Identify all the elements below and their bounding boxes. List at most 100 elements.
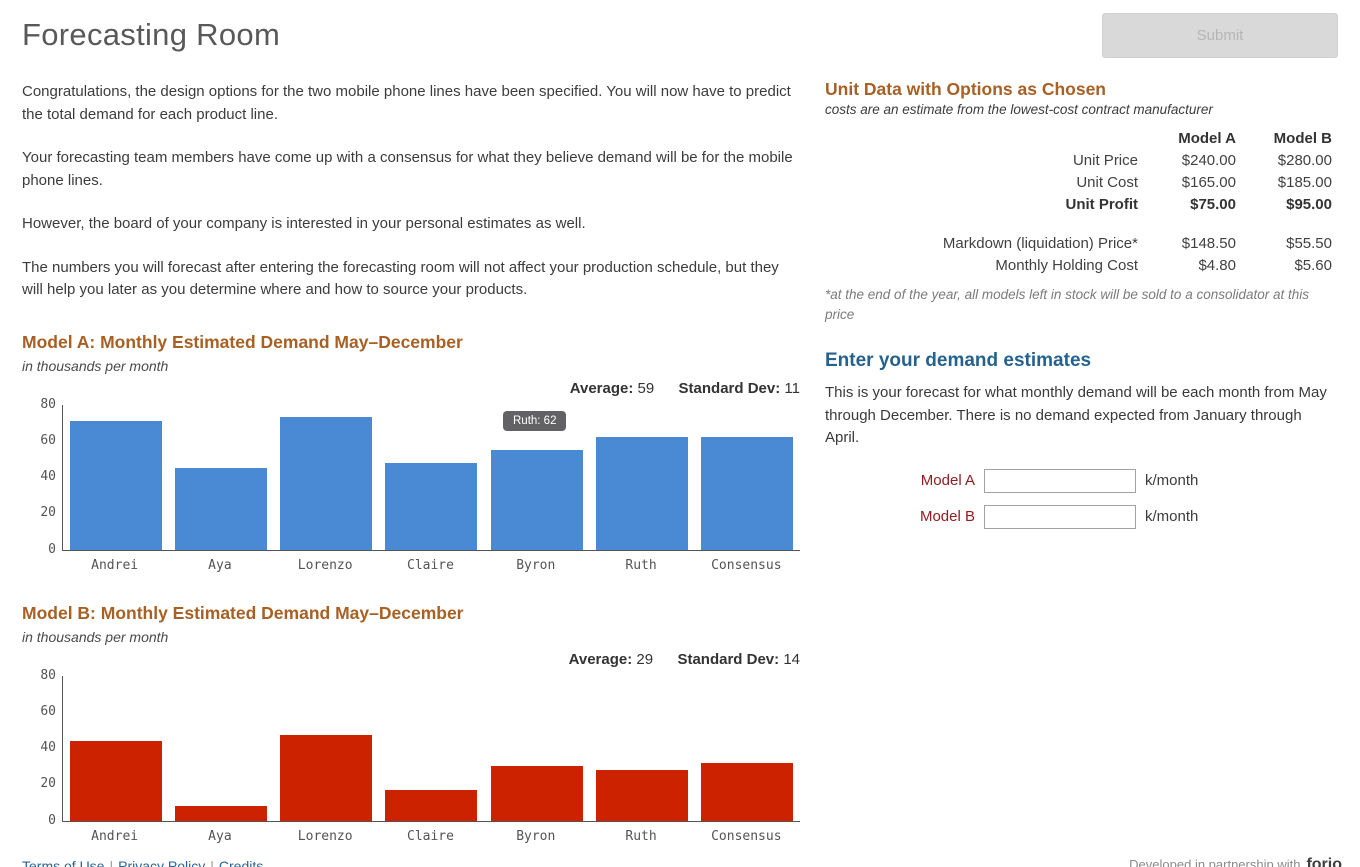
submit-button[interactable]: Submit <box>1102 13 1338 58</box>
bar-consensus[interactable] <box>701 762 794 821</box>
y-tick-label: 80 <box>40 396 56 412</box>
y-tick-label: 0 <box>48 541 56 557</box>
bar-slot <box>379 405 484 550</box>
bar-andrei[interactable] <box>69 740 162 821</box>
row-label: Unit Profit <box>1065 195 1139 213</box>
cell-value: $280.00 <box>1277 151 1332 169</box>
bar-aya[interactable] <box>174 806 267 821</box>
intro-paragraph-4: The numbers you will forecast after ente… <box>22 258 779 299</box>
column-header-model-a: Model A <box>1178 129 1236 147</box>
category-label: Aya <box>208 557 232 573</box>
chart-b-title: Model B: Monthly Estimated Demand May–De… <box>22 602 464 623</box>
category-label: Ruth <box>625 828 657 844</box>
average-value: 59 <box>637 379 655 397</box>
model-a-unit-label: k/month <box>1145 472 1199 490</box>
y-tick-label: 80 <box>40 667 56 683</box>
category-label: Byron <box>516 828 556 844</box>
cell-value: $55.50 <box>1286 234 1332 252</box>
bar-tooltip: Ruth: 62 <box>503 410 567 431</box>
sidebar-panel: Unit Data with Options as Chosen costs a… <box>825 0 1332 541</box>
stddev-value: 11 <box>784 379 800 397</box>
bar-slot <box>695 405 800 550</box>
intro-paragraph-1: Congratulations, the design options for … <box>22 83 791 123</box>
intro-paragraph-2: Your forecasting team members have come … <box>22 149 793 189</box>
model-b-unit-label: k/month <box>1145 508 1199 526</box>
chart-model-a: 0 20 40 60 80 Ruth: 62 Andrei Aya Lorenzo Clair… <box>22 397 800 573</box>
category-labels: Andrei Aya Lorenzo Claire Byron Ruth Consensus <box>62 551 799 573</box>
bar-lorenzo[interactable] <box>280 417 373 550</box>
bar-claire[interactable] <box>385 789 478 821</box>
unit-data-heading: Unit Data with Options as Chosen <box>825 79 1106 99</box>
y-tick-label: 20 <box>40 505 56 521</box>
category-label: Lorenzo <box>297 828 353 844</box>
intro-paragraph-3: However, the board of your company is in… <box>22 215 586 232</box>
estimates-description: This is your forecast for what monthly d… <box>825 384 1327 447</box>
plot-area <box>62 675 800 822</box>
bar-ruth[interactable] <box>596 769 689 821</box>
cell-value: $4.80 <box>1198 256 1236 274</box>
y-tick-label: 40 <box>40 469 56 484</box>
chart-model-b: 0 20 40 60 80 Andrei Aya Lorenzo Claire Byron Rut… <box>22 668 800 844</box>
bar-slot <box>274 405 379 550</box>
bar-slot <box>168 676 273 821</box>
cell-value: $240.00 <box>1181 151 1236 169</box>
row-label: Unit Cost <box>1076 173 1138 191</box>
y-tick-label: 0 <box>48 812 56 828</box>
cell-value: $185.00 <box>1277 173 1332 191</box>
stddev-label: Standard Dev: <box>677 650 780 668</box>
bar-slot <box>484 676 589 821</box>
category-label: Consensus <box>711 828 782 844</box>
bar-slot <box>274 676 379 821</box>
bar-slot <box>589 676 694 821</box>
unit-data-table: Model A Model B Unit Price $240.00 $280.… <box>825 127 1332 276</box>
model-a-demand-input[interactable] <box>984 468 1136 493</box>
row-label: Markdown (liquidation) Price* <box>942 234 1138 252</box>
model-b-demand-input[interactable] <box>984 504 1136 529</box>
table-corner <box>825 127 1138 149</box>
bar-slot <box>379 676 484 821</box>
footer-link-credits[interactable]: Credits <box>218 858 264 867</box>
cell-value: $165.00 <box>1181 173 1236 191</box>
average-label: Average: <box>569 379 634 397</box>
category-label: Consensus <box>711 557 782 573</box>
footer-partnership: Developed in partnership with forio <box>1129 856 1342 867</box>
model-b-field-label: Model B <box>919 508 975 526</box>
bar-ruth[interactable] <box>596 437 689 550</box>
footer-link-terms[interactable]: Terms of Use <box>22 858 105 867</box>
average-label: Average: <box>568 650 633 668</box>
y-tick-label: 60 <box>40 703 56 719</box>
cell-value: $5.60 <box>1294 256 1332 274</box>
page-title: Forecasting Room <box>22 17 281 52</box>
bar-slot <box>63 676 168 821</box>
bar-claire[interactable] <box>385 462 478 550</box>
estimates-heading: Enter your demand estimates <box>825 350 1092 372</box>
chart-b-stats: Average: 29 Standard Dev: 14 <box>22 651 800 668</box>
bar-andrei[interactable] <box>69 420 162 550</box>
chart-a-subtitle: in thousands per month <box>22 357 169 374</box>
category-label: Lorenzo <box>297 557 353 573</box>
chart-a-stats: Average: 59 Standard Dev: 11 <box>22 380 800 397</box>
bar-byron[interactable] <box>490 766 583 821</box>
bar-lorenzo[interactable] <box>280 735 373 821</box>
column-header-model-b: Model B <box>1273 129 1332 147</box>
bar-aya[interactable] <box>174 467 267 550</box>
model-b-field-row: Model B k/month <box>825 504 1332 529</box>
y-axis: 0 20 40 60 80 <box>22 397 56 557</box>
stddev-value: 14 <box>783 650 800 668</box>
model-a-field-label: Model A <box>920 472 975 490</box>
plot-area: Ruth: 62 <box>62 404 800 551</box>
cell-value: $75.00 <box>1190 195 1236 213</box>
y-tick-label: 60 <box>40 432 56 448</box>
category-label: Byron <box>516 557 556 573</box>
category-label: Andrei <box>91 557 139 573</box>
bar-slot <box>63 405 168 550</box>
footer-link-privacy[interactable]: Privacy Policy <box>118 858 206 867</box>
partnership-text: Developed in partnership with <box>1129 857 1301 867</box>
bar-consensus[interactable] <box>701 437 794 550</box>
bar-byron[interactable] <box>490 449 583 550</box>
forio-logo: forio <box>1306 856 1342 867</box>
row-label: Monthly Holding Cost <box>995 256 1138 274</box>
cell-value: $95.00 <box>1286 195 1332 213</box>
category-label: Claire <box>407 557 454 573</box>
stddev-label: Standard Dev: <box>678 379 781 397</box>
